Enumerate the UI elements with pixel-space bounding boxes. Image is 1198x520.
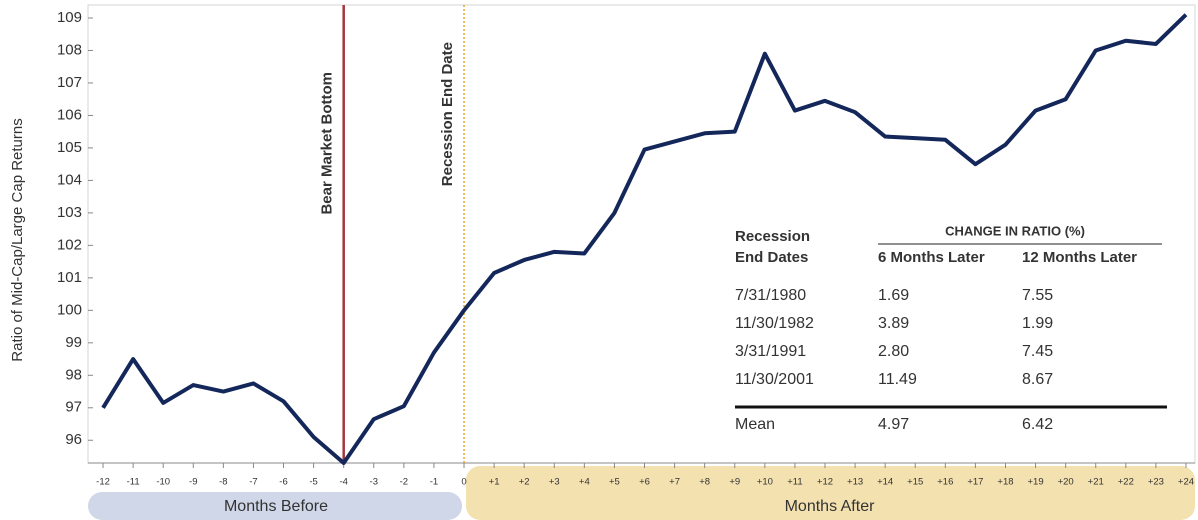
y-tick-label: 96 — [65, 431, 82, 448]
y-tick-label: 104 — [57, 171, 82, 188]
x-tick-label: +17 — [967, 477, 983, 488]
band — [466, 466, 1195, 520]
x-tick-label: +5 — [609, 477, 620, 488]
x-tick-label: +22 — [1118, 477, 1134, 488]
x-tick-label: -10 — [156, 477, 170, 488]
x-tick-label: +8 — [699, 477, 710, 488]
table-cell: 7.45 — [1022, 343, 1053, 360]
x-tick-label: +23 — [1148, 477, 1164, 488]
x-tick-label: +18 — [997, 477, 1013, 488]
table-group: CHANGE IN RATIO (%) — [945, 223, 1085, 238]
x-tick-label: -9 — [189, 477, 197, 488]
y-tick-label: 107 — [57, 74, 82, 91]
x-tick-label: +12 — [817, 477, 833, 488]
table-header: Recession — [735, 228, 810, 245]
table-cell: 7.55 — [1022, 287, 1053, 304]
annotation: Bear Market Bottom — [319, 72, 336, 215]
table-cell: Mean — [735, 416, 775, 433]
annotation: Recession End Date — [439, 42, 456, 186]
x-tick-label: -12 — [96, 477, 110, 488]
table-cell: 1.69 — [878, 287, 909, 304]
table-cell: 8.67 — [1022, 371, 1053, 388]
data-line — [101, 13, 1188, 465]
x-tick-label: +6 — [639, 477, 650, 488]
x-tick-label: 0 — [461, 477, 466, 488]
band-label: Months Before — [224, 498, 328, 515]
x-tick-label: +11 — [787, 477, 802, 488]
x-tick-label: -4 — [339, 477, 347, 488]
y-tick-label: 97 — [65, 399, 82, 416]
x-tick-label: +1 — [489, 477, 500, 488]
x-tick-label: +20 — [1058, 477, 1074, 488]
table-cell: 6.42 — [1022, 416, 1053, 433]
table-cell: 3.89 — [878, 315, 909, 332]
x-tick-label: -8 — [219, 477, 227, 488]
table-cell: 4.97 — [878, 416, 909, 433]
y-tick-label: 100 — [57, 301, 82, 318]
y-tick-label: 109 — [57, 9, 82, 26]
x-tick-label: +15 — [907, 477, 923, 488]
x-tick-label: +3 — [549, 477, 560, 488]
x-tick-label: +4 — [579, 477, 590, 488]
table-cell: 11/30/2001 — [735, 371, 814, 388]
table-column-header: 6 Months Later — [878, 249, 985, 266]
band — [88, 492, 463, 520]
x-tick-label: -2 — [400, 477, 408, 488]
y-tick-label: 106 — [57, 106, 82, 123]
x-tick-label: +9 — [729, 477, 740, 488]
y-tick-label: 108 — [57, 41, 82, 58]
x-tick-label: +24 — [1178, 477, 1194, 488]
x-tick-label: -11 — [127, 477, 140, 488]
x-tick-label: -5 — [309, 477, 317, 488]
table-cell: 2.80 — [878, 343, 909, 360]
x-tick-label: +19 — [1028, 477, 1044, 488]
x-tick-label: +7 — [669, 477, 680, 488]
x-tick-label: +13 — [847, 477, 863, 488]
x-tick-label: +10 — [757, 477, 773, 488]
table-cell: 3/31/1991 — [735, 343, 806, 360]
x-tick-label: -7 — [249, 477, 257, 488]
y-tick-label: 99 — [65, 334, 82, 351]
band-label: Months After — [785, 498, 875, 515]
x-tick-label: +2 — [519, 477, 530, 488]
y-tick-label: 101 — [57, 269, 82, 286]
x-tick-label: -1 — [430, 477, 438, 488]
y-axis-label: Ratio of Mid-Cap/Large Cap Returns — [9, 118, 26, 361]
y-tick-label: 105 — [57, 139, 82, 156]
table-header: End Dates — [735, 249, 808, 266]
x-tick-label: +16 — [937, 477, 953, 488]
x-tick-label: +21 — [1088, 477, 1104, 488]
y-tick-label: 98 — [65, 366, 82, 383]
y-tick-label: 102 — [57, 236, 82, 253]
table-column-header: 12 Months Later — [1022, 249, 1137, 266]
x-tick-label: -6 — [279, 477, 287, 488]
x-tick-label: -3 — [370, 477, 378, 488]
table-cell: 1.99 — [1022, 315, 1053, 332]
table-cell: 11/30/1982 — [735, 315, 814, 332]
x-tick-label: +14 — [877, 477, 893, 488]
y-tick-label: 103 — [57, 204, 82, 221]
table-cell: 7/31/1980 — [735, 287, 806, 304]
table-cell: 11.49 — [878, 371, 917, 388]
